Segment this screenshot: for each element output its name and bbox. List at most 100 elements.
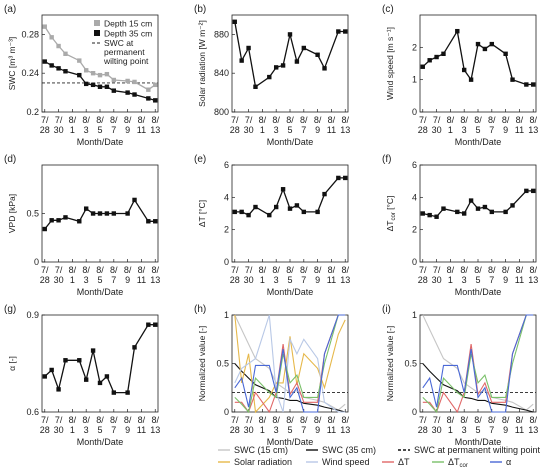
x-tick-label: 11 — [515, 275, 524, 285]
data-point — [77, 72, 82, 78]
x-tick-label: 1 — [70, 425, 75, 435]
x-tick-label: 8/ — [110, 115, 118, 125]
x-tick-label: 8/ — [341, 115, 349, 125]
y-axis-label: Normalized value [-] — [197, 326, 207, 402]
x-tick-label: 13 — [150, 125, 160, 135]
data-point — [56, 387, 61, 392]
y-axis-label: VPD [kPa] — [7, 194, 17, 233]
x-tick-label: 1 — [70, 275, 75, 285]
series-line — [234, 314, 346, 411]
data-point — [322, 191, 327, 197]
y-axis-label: Normalized value [-] — [385, 326, 395, 402]
data-point — [280, 187, 286, 192]
x-tick-label: 8/ — [82, 265, 90, 275]
x-tick-label: 7/ — [41, 265, 49, 275]
data-point — [90, 211, 96, 216]
x-tick-label: 8/ — [259, 415, 267, 425]
x-tick-label: 8/ — [96, 415, 104, 425]
x-tick-label: 7/ — [55, 115, 63, 125]
x-tick-label: 11 — [327, 425, 336, 435]
x-tick-label: 8/ — [124, 115, 132, 125]
series-line — [422, 190, 534, 218]
x-tick-label: 3 — [462, 275, 467, 285]
x-tick-label: 13 — [150, 425, 160, 435]
series-line — [44, 61, 156, 102]
series-line — [422, 363, 534, 413]
legend-label: α — [506, 457, 511, 467]
x-tick-label: 8/ — [82, 115, 90, 125]
x-tick-label: 30 — [244, 275, 254, 285]
x-tick-label: 28 — [230, 425, 240, 435]
data-point — [83, 377, 89, 382]
data-point — [253, 204, 258, 210]
x-tick-label: 3 — [274, 125, 279, 135]
x-tick-label: 13 — [528, 125, 538, 135]
data-point — [315, 209, 320, 215]
x-tick-label: 8/ — [328, 265, 336, 275]
data-point — [90, 82, 96, 88]
x-tick-label: 8/ — [286, 115, 294, 125]
legend-label: ΔT — [398, 457, 410, 467]
x-tick-label: 3 — [274, 275, 279, 285]
data-point — [49, 63, 54, 68]
x-tick-label: 3 — [274, 425, 279, 435]
legend-label: SWC at — [104, 38, 134, 48]
data-point — [146, 87, 151, 92]
x-tick-label: 11 — [137, 275, 146, 285]
data-point — [77, 358, 82, 363]
x-tick-label: 8/ — [272, 265, 280, 275]
y-tick-label: 0.5 — [404, 359, 417, 369]
x-tick-label: 8/ — [447, 115, 455, 125]
x-tick-label: 28 — [40, 125, 50, 135]
y-tick-label: 0 — [412, 257, 417, 267]
x-tick-label: 28 — [418, 425, 428, 435]
data-point — [125, 390, 130, 395]
data-point — [280, 63, 286, 68]
data-point — [294, 59, 300, 64]
data-point — [146, 322, 151, 327]
legend-label: SWC at permanent wilting point — [414, 445, 541, 455]
x-tick-label: 28 — [418, 275, 428, 285]
data-point — [63, 69, 68, 74]
x-tick-label: 8/ — [151, 415, 159, 425]
x-tick-label: 8/ — [460, 115, 468, 125]
x-tick-label: 8/ — [138, 115, 146, 125]
x-tick-label: 8/ — [460, 265, 468, 275]
series-line — [422, 314, 534, 414]
legend-label: SWC (35 cm) — [322, 445, 376, 455]
y-tick-label: 4 — [224, 192, 229, 202]
x-tick-label: 13 — [340, 425, 350, 435]
panel-label: (b) — [194, 4, 206, 15]
data-point — [153, 82, 158, 88]
x-tick-label: 8/ — [488, 115, 496, 125]
x-tick-label: 8/ — [529, 415, 537, 425]
x-tick-label: 13 — [340, 125, 350, 135]
x-tick-label: 7/ — [245, 415, 253, 425]
x-tick-label: 8/ — [96, 115, 104, 125]
x-tick-label: 1 — [448, 425, 453, 435]
x-tick-label: 7 — [301, 125, 306, 135]
data-point — [246, 45, 251, 51]
x-tick-label: 11 — [137, 425, 146, 435]
data-point — [232, 19, 237, 24]
x-tick-label: 8/ — [488, 265, 496, 275]
data-point — [232, 209, 237, 215]
x-tick-label: 7/ — [419, 415, 427, 425]
x-tick-label: 9 — [125, 125, 130, 135]
panel-label: (f) — [382, 154, 391, 165]
x-tick-label: 7/ — [433, 115, 441, 125]
panel-g: (g)0.60.9α [-]7/287/308/18/38/58/78/98/1… — [4, 304, 160, 447]
data-point — [104, 374, 110, 379]
series-line — [422, 314, 534, 413]
data-point — [83, 68, 89, 73]
x-tick-label: 7/ — [55, 265, 63, 275]
panel-label: (i) — [382, 304, 391, 315]
data-point — [111, 390, 117, 395]
data-point — [468, 77, 474, 82]
y-tick-label: 0 — [412, 407, 417, 417]
y-tick-label: 0 — [224, 257, 229, 267]
data-point — [111, 88, 117, 93]
